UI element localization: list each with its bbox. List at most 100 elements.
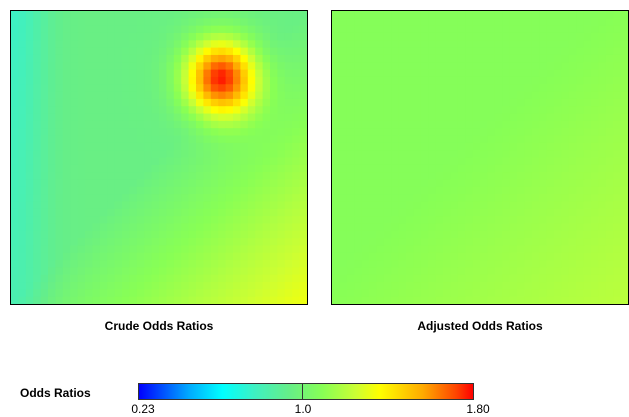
crude-heatmap-cell <box>33 91 42 100</box>
crude-heatmap-cell <box>159 201 167 210</box>
adjusted-heatmap-cell <box>369 274 377 283</box>
crude-heatmap-cell <box>18 76 27 85</box>
crude-heatmap-cell <box>62 25 71 34</box>
adjusted-heatmap-cell <box>509 216 518 225</box>
adjusted-heatmap-cell <box>398 238 407 246</box>
crude-heatmap-cell <box>210 84 219 93</box>
crude-heatmap-cell <box>40 164 49 173</box>
adjusted-heatmap-cell <box>450 11 459 19</box>
crude-heatmap-cell <box>277 216 286 225</box>
adjusted-heatmap-cell <box>494 238 503 246</box>
crude-heatmap-cell <box>247 164 256 173</box>
crude-heatmap-cell <box>218 296 227 304</box>
crude-heatmap-cell <box>107 223 116 232</box>
crude-heatmap-cell <box>181 179 190 188</box>
adjusted-heatmap-cell <box>450 216 459 225</box>
adjusted-heatmap-cell <box>361 252 370 261</box>
crude-heatmap-cell <box>18 274 27 283</box>
adjusted-heatmap-cell <box>620 274 628 283</box>
crude-heatmap-cell <box>114 179 123 188</box>
crude-heatmap-cell <box>196 260 204 268</box>
crude-heatmap-cell <box>122 113 130 122</box>
adjusted-heatmap-cell <box>502 172 511 181</box>
adjusted-heatmap-cell <box>494 40 503 49</box>
crude-heatmap-cell <box>299 260 307 268</box>
crude-heatmap-cell <box>196 62 204 71</box>
adjusted-heatmap-cell <box>398 142 407 151</box>
crude-heatmap-cell <box>62 186 71 195</box>
adjusted-heatmap-cell <box>435 179 444 188</box>
adjusted-heatmap-cell <box>554 32 562 41</box>
adjusted-heatmap-cell <box>457 179 466 188</box>
crude-heatmap-cell <box>166 208 175 217</box>
crude-heatmap-cell <box>136 150 145 159</box>
adjusted-heatmap-cell <box>576 128 585 137</box>
crude-heatmap-cell <box>233 186 241 195</box>
crude-heatmap-cell <box>277 120 286 129</box>
crude-heatmap-cell <box>159 91 167 100</box>
crude-heatmap-cell <box>25 260 34 268</box>
adjusted-heatmap-cell <box>576 296 585 304</box>
crude-heatmap-cell <box>159 157 167 166</box>
adjusted-heatmap-cell <box>383 62 392 71</box>
crude-heatmap-cell <box>203 260 212 268</box>
crude-heatmap-cell <box>70 223 79 232</box>
crude-heatmap-cell <box>218 282 227 290</box>
adjusted-heatmap-cell <box>332 216 340 225</box>
adjusted-heatmap-cell <box>591 40 599 49</box>
adjusted-heatmap-cell <box>332 113 340 122</box>
adjusted-heatmap-cell <box>487 54 496 63</box>
adjusted-heatmap-cell <box>376 150 385 159</box>
adjusted-heatmap-cell <box>517 289 525 298</box>
adjusted-heatmap-cell <box>568 135 577 144</box>
adjusted-heatmap-cell <box>613 47 622 56</box>
adjusted-heatmap-cell <box>435 172 444 181</box>
adjusted-heatmap-cell <box>369 201 377 210</box>
adjusted-heatmap-cell <box>376 128 385 137</box>
adjusted-heatmap-cell <box>443 172 451 181</box>
adjusted-heatmap-cell <box>598 76 607 85</box>
crude-heatmap-cell <box>92 179 101 188</box>
crude-heatmap-cell <box>62 120 71 129</box>
adjusted-heatmap-cell <box>354 172 363 181</box>
crude-heatmap-cell <box>270 69 278 78</box>
adjusted-heatmap-cell <box>554 120 562 129</box>
crude-heatmap-cell <box>33 274 42 283</box>
adjusted-heatmap-cell <box>605 91 614 100</box>
crude-heatmap-cell <box>25 201 34 210</box>
crude-heatmap-cell <box>55 282 64 290</box>
crude-heatmap-cell <box>284 84 293 93</box>
crude-heatmap-cell <box>277 238 286 246</box>
crude-heatmap-cell <box>292 135 301 144</box>
crude-heatmap-cell <box>292 84 301 93</box>
crude-heatmap-cell <box>225 230 234 239</box>
crude-heatmap-cell <box>18 260 27 268</box>
adjusted-heatmap-cell <box>376 245 385 254</box>
adjusted-heatmap-cell <box>554 91 562 100</box>
crude-heatmap-cell <box>196 252 204 261</box>
crude-heatmap-cell <box>240 164 249 173</box>
crude-heatmap-cell <box>181 164 190 173</box>
adjusted-heatmap-cell <box>546 47 555 56</box>
crude-heatmap-cell <box>144 274 153 283</box>
crude-heatmap-cell <box>270 150 278 159</box>
crude-heatmap-cell <box>33 84 42 93</box>
crude-heatmap-cell <box>107 128 116 137</box>
crude-heatmap-cell <box>122 267 130 276</box>
adjusted-heatmap-cell <box>613 69 622 78</box>
adjusted-heatmap-cell <box>531 54 540 63</box>
adjusted-heatmap-cell <box>502 267 511 276</box>
adjusted-heatmap-cell <box>398 40 407 49</box>
crude-heatmap-cell <box>233 54 241 63</box>
crude-heatmap-cell <box>55 47 64 56</box>
adjusted-heatmap-cell <box>369 164 377 173</box>
crude-heatmap-cell <box>122 157 130 166</box>
adjusted-heatmap-cell <box>398 32 407 41</box>
adjusted-heatmap-cell <box>480 128 488 137</box>
crude-heatmap-cell <box>70 216 79 225</box>
adjusted-heatmap-cell <box>480 179 488 188</box>
crude-heatmap-cell <box>166 11 175 19</box>
crude-heatmap-cell <box>159 296 167 304</box>
crude-heatmap-cell <box>173 113 182 122</box>
adjusted-heatmap-cell <box>443 120 451 129</box>
